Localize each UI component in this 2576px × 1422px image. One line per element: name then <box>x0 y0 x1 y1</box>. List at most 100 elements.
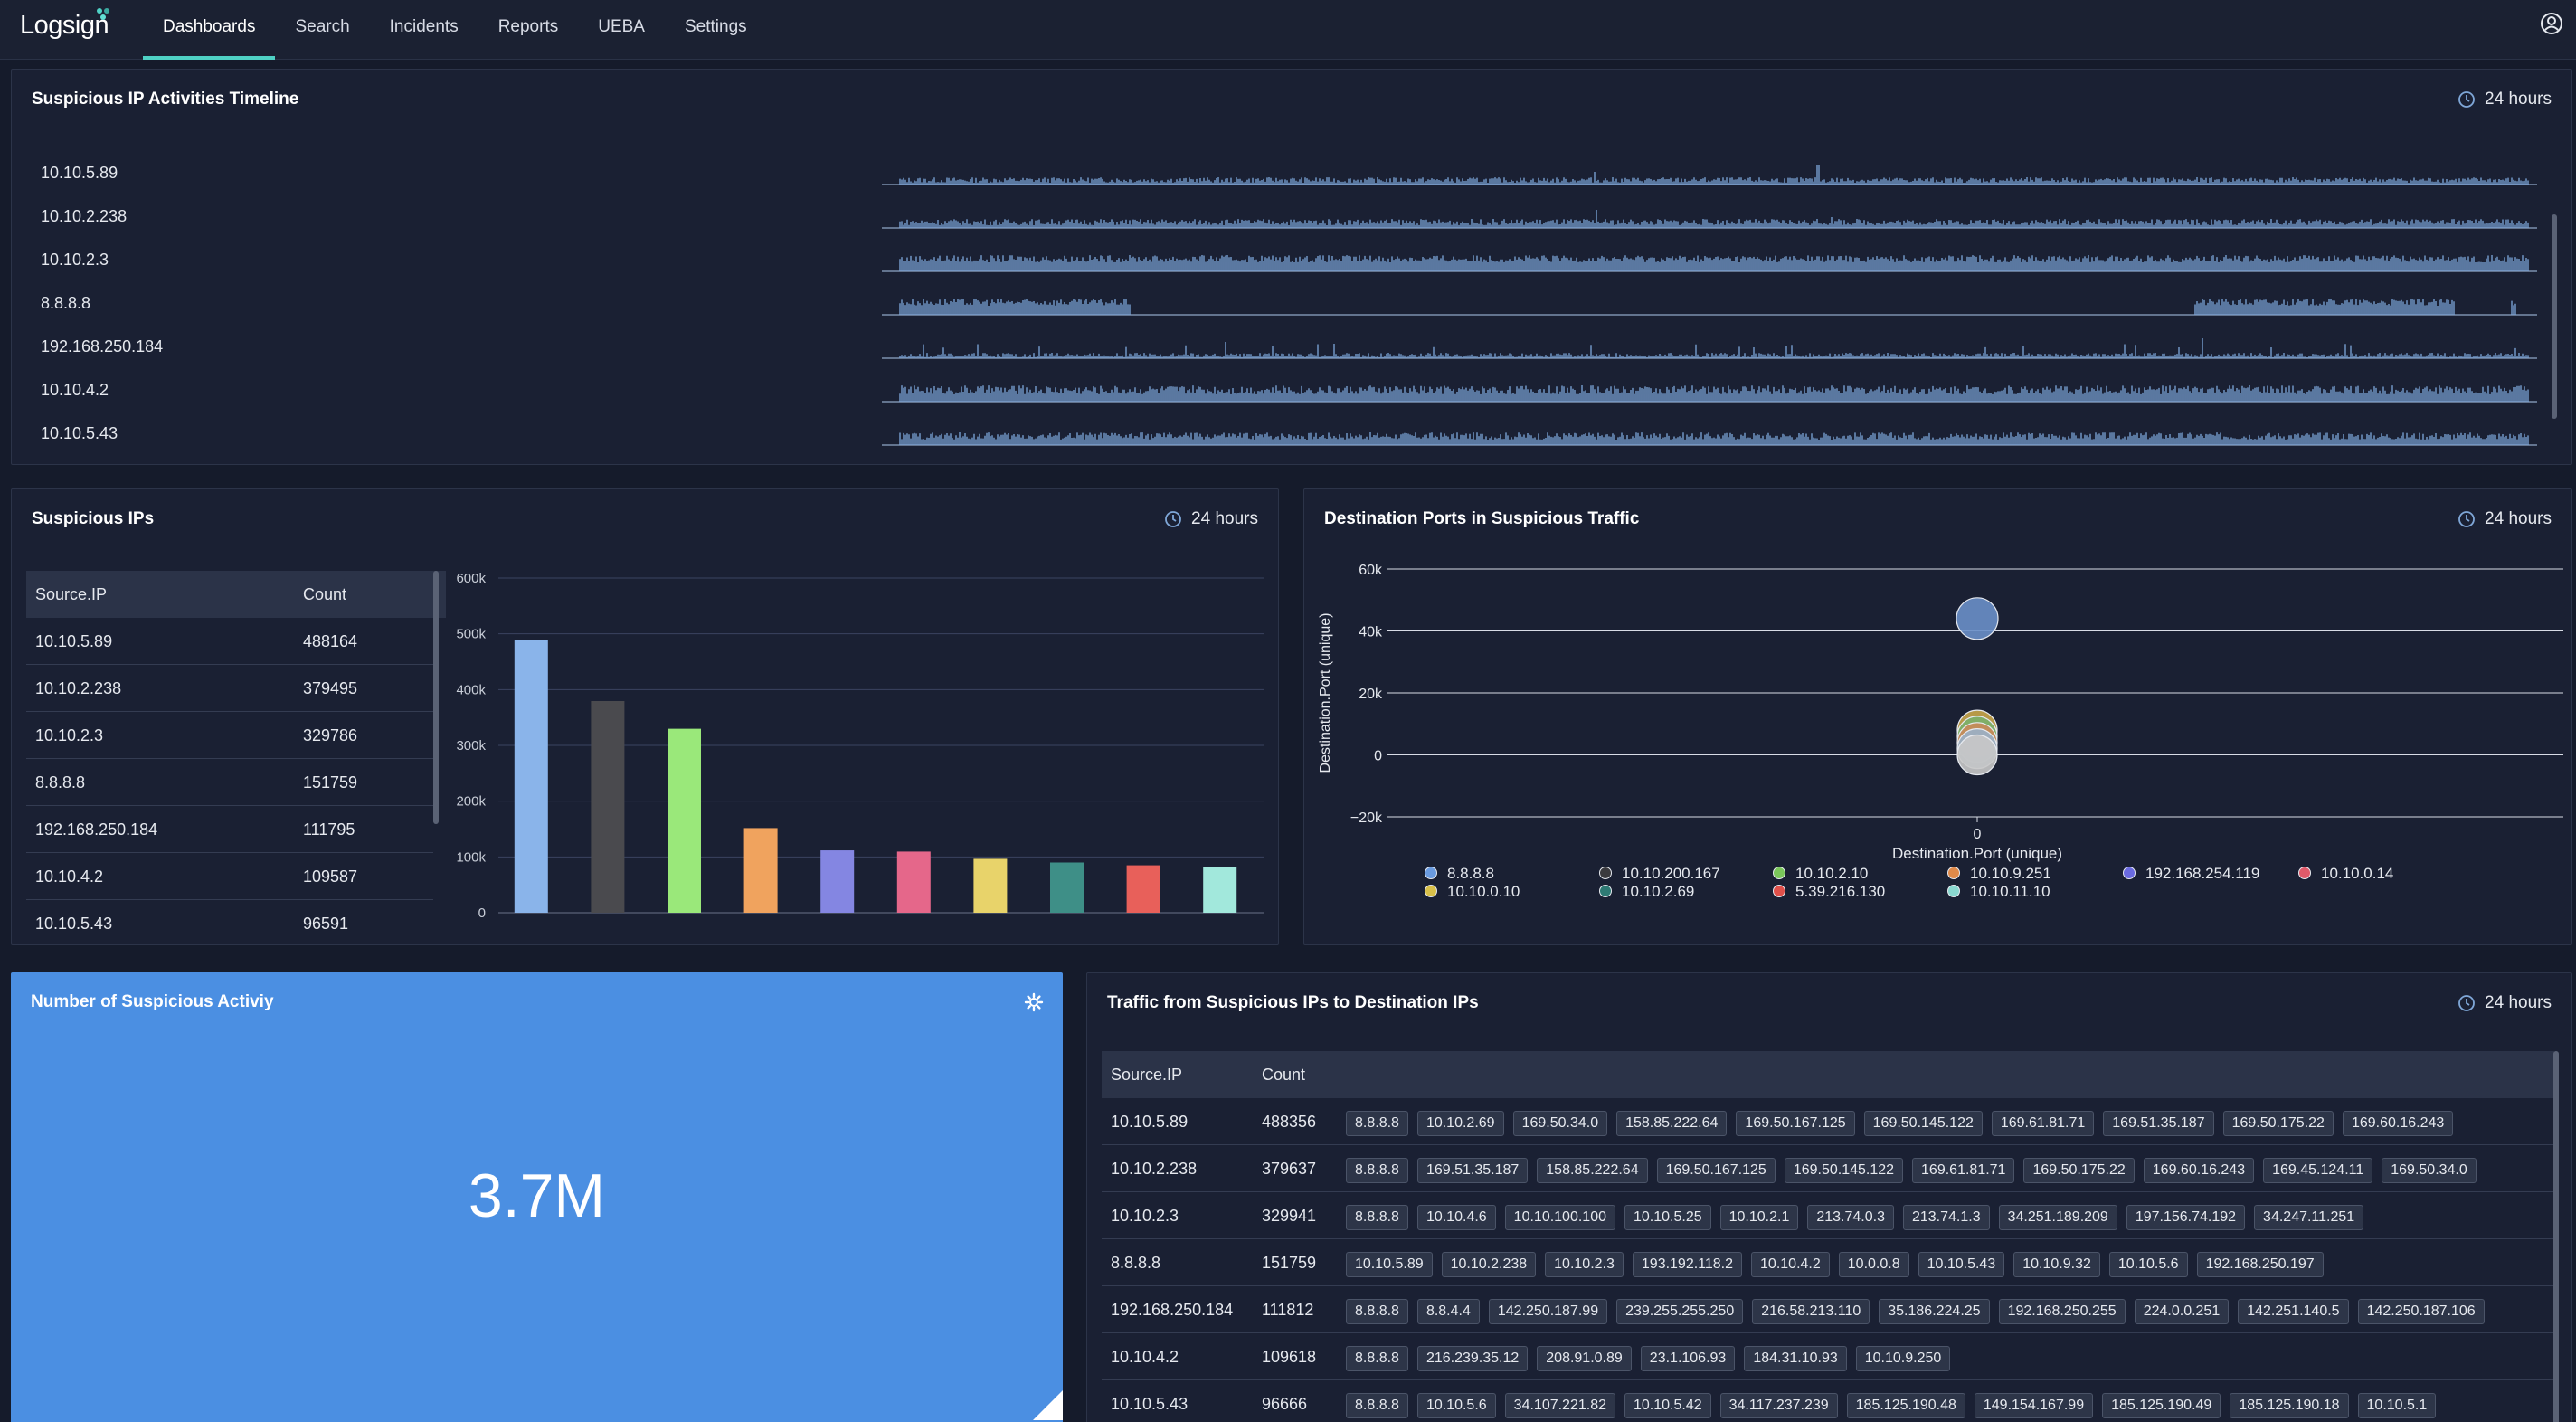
destination-ip-tag[interactable]: 169.50.145.122 <box>1784 1158 1904 1183</box>
suspicious-ips-time-range[interactable]: 24 hours <box>1164 509 1258 529</box>
nav-ueba[interactable]: UEBA <box>598 17 645 36</box>
destination-ip-tag[interactable]: 34.117.237.239 <box>1719 1393 1838 1418</box>
destination-ip-tag[interactable]: 192.168.250.255 <box>1998 1299 2126 1324</box>
destination-ip-tag[interactable]: 239.255.255.250 <box>1616 1299 1744 1324</box>
source-ip-cell[interactable]: 10.10.4.2 <box>1111 1348 1179 1366</box>
destination-ip-tag[interactable]: 8.8.8.8 <box>1346 1158 1408 1183</box>
destination-ip-tag[interactable]: 8.8.8.8 <box>1346 1346 1408 1371</box>
destination-ip-tag[interactable]: 142.250.187.99 <box>1488 1299 1608 1324</box>
resize-handle-icon[interactable] <box>1033 1390 1063 1420</box>
legend-item[interactable]: 10.10.200.167 <box>1599 865 1720 882</box>
bar[interactable] <box>1126 865 1160 913</box>
destination-ip-tag[interactable]: 185.125.190.18 <box>2230 1393 2349 1418</box>
destination-ip-tag[interactable]: 142.251.140.5 <box>2238 1299 2349 1324</box>
user-account-icon[interactable] <box>2540 12 2563 35</box>
source-ip-cell[interactable]: 192.168.250.184 <box>35 820 158 839</box>
destination-ip-tag[interactable]: 213.74.1.3 <box>1902 1205 1990 1230</box>
timeline-ip-label[interactable]: 10.10.5.43 <box>41 424 118 442</box>
suspicious-ips-scrollbar[interactable] <box>433 571 439 824</box>
source-ip-cell[interactable]: 10.10.5.89 <box>1111 1113 1189 1131</box>
destination-ip-tag[interactable]: 10.10.2.3 <box>1545 1252 1624 1277</box>
table-row[interactable]: 10.10.4.2 109618 8.8.8.8 216.239.35.12 208.9… <box>1102 1333 2554 1380</box>
legend-item[interactable]: 10.10.0.14 <box>2298 865 2394 882</box>
destination-ip-tag[interactable]: 224.0.0.251 <box>2134 1299 2230 1324</box>
destination-ip-tag[interactable]: 34.107.221.82 <box>1504 1393 1615 1418</box>
destination-ip-tag[interactable]: 10.10.4.2 <box>1751 1252 1830 1277</box>
destination-ip-tag[interactable]: 10.10.2.238 <box>1441 1252 1537 1277</box>
destination-ip-tag[interactable]: 10.10.5.42 <box>1624 1393 1711 1418</box>
logsign-logo[interactable]: Logsign <box>20 8 109 41</box>
destination-ip-tag[interactable]: 8.8.8.8 <box>1346 1393 1408 1418</box>
table-row[interactable]: 10.10.2.3 329786 <box>26 712 433 759</box>
destination-ip-tag[interactable]: 10.10.4.6 <box>1416 1205 1496 1230</box>
legend-item[interactable]: 8.8.8.8 <box>1425 865 1495 882</box>
destination-ip-tag[interactable]: 184.31.10.93 <box>1744 1346 1847 1371</box>
destination-ip-tag[interactable]: 169.50.34.0 <box>1512 1111 1608 1136</box>
column-header-count[interactable]: Count <box>303 585 347 603</box>
destination-ip-tag[interactable]: 8.8.4.4 <box>1416 1299 1480 1324</box>
destination-ip-tag[interactable]: 8.8.8.8 <box>1346 1299 1408 1324</box>
legend-item[interactable]: 10.10.0.10 <box>1425 883 1520 900</box>
timeline-scrollbar[interactable] <box>2552 214 2557 419</box>
source-ip-cell[interactable]: 10.10.2.238 <box>1111 1160 1198 1178</box>
destination-ip-tag[interactable]: 34.251.189.209 <box>1998 1205 2117 1230</box>
legend-item[interactable]: 10.10.2.10 <box>1773 865 1869 882</box>
nav-reports[interactable]: Reports <box>497 17 559 36</box>
table-row[interactable]: 8.8.8.8 151759 10.10.5.89 10.10.2.238 10.10.… <box>1102 1239 2554 1286</box>
destination-ip-tag[interactable]: 10.10.5.43 <box>1918 1252 2005 1277</box>
destination-ip-tag[interactable]: 10.10.2.1 <box>1719 1205 1799 1230</box>
legend-item[interactable]: 5.39.216.130 <box>1773 883 1886 900</box>
table-row[interactable]: 10.10.2.238 379495 <box>26 665 433 712</box>
destination-ip-tag[interactable]: 185.125.190.48 <box>1846 1393 1965 1418</box>
destination-ip-tag[interactable]: 185.125.190.49 <box>2102 1393 2221 1418</box>
traffic-time-range[interactable]: 24 hours <box>2458 993 2552 1013</box>
bar[interactable] <box>820 850 855 913</box>
destination-ip-tag[interactable]: 10.10.9.32 <box>2013 1252 2100 1277</box>
destination-ip-tag[interactable]: 8.8.8.8 <box>1346 1205 1408 1230</box>
destination-ip-tag[interactable]: 10.0.0.8 <box>1838 1252 1909 1277</box>
destination-ip-tag[interactable]: 169.51.35.187 <box>1416 1158 1529 1183</box>
table-row[interactable]: 10.10.5.43 96591 <box>26 900 433 947</box>
destination-ip-tag[interactable]: 169.50.175.22 <box>2222 1111 2334 1136</box>
column-header-source-ip[interactable]: Source.IP <box>35 585 108 603</box>
legend-item[interactable]: 10.10.11.10 <box>1947 883 2050 900</box>
destination-ip-tag[interactable]: 10.10.5.89 <box>1346 1252 1433 1277</box>
destination-ip-tag[interactable]: 10.10.2.69 <box>1416 1111 1504 1136</box>
destination-ip-tag[interactable]: 169.51.35.187 <box>2103 1111 2214 1136</box>
source-ip-cell[interactable]: 10.10.2.3 <box>35 726 104 744</box>
destination-ip-tag[interactable]: 10.10.5.25 <box>1624 1205 1711 1230</box>
destination-ip-tag[interactable]: 169.50.167.125 <box>1656 1158 1776 1183</box>
destination-ip-tag[interactable]: 169.50.145.122 <box>1863 1111 1983 1136</box>
destination-ip-tag[interactable]: 34.247.11.251 <box>2254 1205 2364 1230</box>
timeline-ip-label[interactable]: 192.168.250.184 <box>41 337 164 356</box>
destination-ip-tag[interactable]: 169.50.167.125 <box>1736 1111 1855 1136</box>
destination-ports-time-range[interactable]: 24 hours <box>2458 509 2552 529</box>
scatter-point[interactable] <box>1956 597 1999 640</box>
destination-ip-tag[interactable]: 193.192.118.2 <box>1632 1252 1743 1277</box>
table-row[interactable]: 192.168.250.184 111795 <box>26 806 433 853</box>
nav-dashboards[interactable]: Dashboards <box>143 0 276 60</box>
timeline-ip-label[interactable]: 10.10.4.2 <box>41 381 109 399</box>
destination-ip-tag[interactable]: 169.50.34.0 <box>2382 1158 2477 1183</box>
destination-ip-tag[interactable]: 208.91.0.89 <box>1537 1346 1632 1371</box>
bar[interactable] <box>514 640 548 913</box>
destination-ip-tag[interactable]: 169.61.81.71 <box>1991 1111 2095 1136</box>
scatter-point[interactable] <box>1956 734 1998 776</box>
table-row[interactable]: 10.10.5.89 488356 8.8.8.8 10.10.2.69 169.50.… <box>1102 1098 2554 1145</box>
destination-ip-tag[interactable]: 169.50.175.22 <box>2023 1158 2135 1183</box>
table-row[interactable]: 10.10.4.2 109587 <box>26 853 433 900</box>
destination-ip-tag[interactable]: 10.10.5.6 <box>1416 1393 1496 1418</box>
destination-ip-tag[interactable]: 8.8.8.8 <box>1346 1111 1408 1136</box>
bar[interactable] <box>1203 867 1237 913</box>
destination-ip-tag[interactable]: 169.45.124.11 <box>2263 1158 2373 1183</box>
destination-ip-tag[interactable]: 10.10.5.6 <box>2108 1252 2188 1277</box>
source-ip-cell[interactable]: 10.10.2.238 <box>35 679 122 697</box>
destination-ip-tag[interactable]: 169.61.81.71 <box>1912 1158 2015 1183</box>
nav-incidents[interactable]: Incidents <box>389 17 459 36</box>
table-row[interactable]: 10.10.5.43 96666 8.8.8.8 10.10.5.6 34.107.22… <box>1102 1380 2554 1422</box>
gear-icon[interactable] <box>1024 992 1044 1012</box>
table-row[interactable]: 10.10.2.238 379637 8.8.8.8 169.51.35.187 158… <box>1102 1145 2554 1192</box>
bar[interactable] <box>591 700 625 913</box>
legend-item[interactable]: 10.10.9.251 <box>1947 865 2051 882</box>
timeline-time-range[interactable]: 24 hours <box>2458 90 2552 109</box>
